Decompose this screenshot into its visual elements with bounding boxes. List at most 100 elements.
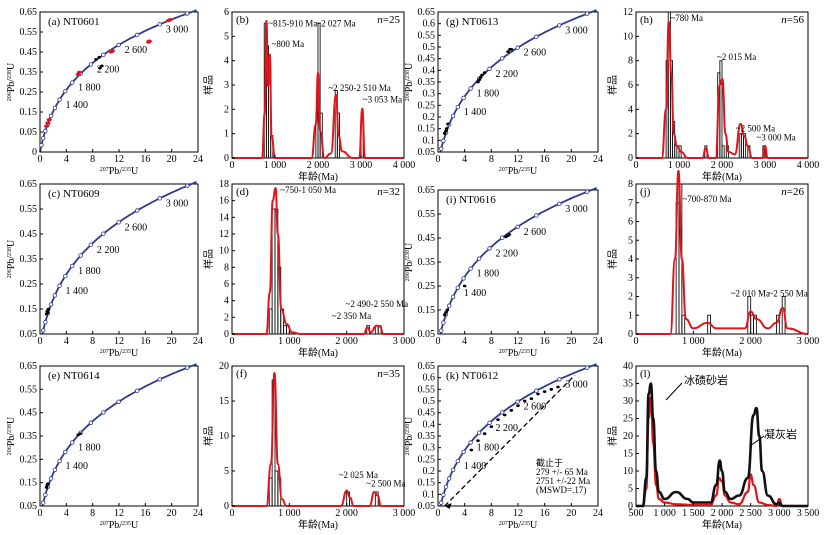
y-tick-label: 0.65 [418,361,436,372]
histogram-bar [681,314,686,335]
x-tick-label: 8 [489,508,494,519]
y-tick-label: 0.1 [423,489,436,500]
x-tick-label: 0 [230,160,235,171]
data-point-black [44,485,49,489]
concordia-age-marker [40,500,46,505]
y-tick-label: 0.65 [20,361,38,372]
concordia-age-marker [78,253,83,258]
histogram-bar [319,112,323,159]
y-tick-label: 0.6 [423,19,436,30]
age-label: 3 000 [565,379,588,390]
histogram-bar [719,60,723,159]
y-tick-label: 0.35 [418,77,436,88]
x-tick-label: 4 [462,154,467,165]
concordia-age-marker [468,440,473,445]
concordia-age-marker [439,146,444,151]
y-tick-label: 0.25 [418,454,436,465]
y-tick-label: 0.25 [418,100,436,111]
y-tick-label: 2 [628,292,633,303]
sample-count: n=56 [781,14,804,26]
concordia-age-marker [515,45,520,50]
panel-j: 0 1 000 2 000 3 000 0 1 2 3 4 5 6 7 8 (j) n=26 ~700-870… [606,169,820,359]
panel-d: 0 1 000 2 000 3 000 0 2 4 6 8 10 12 14 16 18 (d) n=32 ~7… [202,179,415,359]
concordia-age-marker [48,302,54,307]
data-point-black [469,448,474,452]
y-tick-label: 10 [623,31,633,42]
y-tick-label: 0 [224,153,229,164]
y-tick-label: 0.45 [418,54,436,65]
x-tick-label: 20 [566,336,576,347]
concordia-age-marker [116,399,121,404]
age-label: 1 800 [78,83,101,94]
concordia-age-marker [515,224,520,229]
y-tick-label: 0.65 [418,185,436,196]
concordia-age-marker [88,62,94,67]
concordia-age-marker [40,136,46,141]
x-tick-label: 1 000 [653,508,676,519]
y-axis-label: 206Pb/238U [404,416,415,455]
label-part: U [131,166,139,177]
data-point-black [45,311,50,315]
y-tick-label: 0.25 [418,281,436,292]
callout-line [749,435,765,447]
x-tick-label: 12 [513,336,523,347]
data-point-black [506,50,510,54]
x-tick-label: 20 [167,508,177,519]
label-part: =56 [787,14,805,26]
label-part: 207 [100,521,109,527]
y-tick-label: 0 [224,501,229,512]
x-tick-label: 2 000 [739,336,762,347]
data-point-black [549,387,554,391]
data-point-red [109,49,116,53]
age-label: 2 600 [125,222,148,233]
peak-label: ~2 250-2 510 Ma [328,83,391,93]
concordia-age-marker [69,263,75,269]
y-tick-label: 25 [623,414,633,425]
y-tick-label: 0.15 [20,304,38,315]
data-point-red [167,17,173,22]
concordia-age-marker [57,97,62,102]
x-tick-label: 16 [140,508,150,519]
age-label: 1 800 [477,443,500,454]
y-tick-label: 16 [219,196,229,207]
concordia-age-marker [157,22,162,27]
concordia-age-marker [52,467,58,473]
y-tick-label: 8 [628,179,633,190]
y-tick-label: 8 [628,56,633,67]
x-tick-label: 1 000 [278,508,301,519]
concordia-age-marker [534,34,539,39]
concordia-age-marker [157,196,162,201]
y-tick-label: 0 [628,153,633,164]
x-tick-label: 24 [193,154,203,165]
concordia-age-marker [487,66,492,71]
label-part: =32 [383,186,400,198]
concordia-age-marker [101,410,106,415]
x-tick-label: 3 000 [797,336,820,347]
y-tick-label: 0.6 [423,373,436,384]
label-part: 235 [521,167,530,173]
y-tick-label: 0.05 [20,329,38,340]
label-part: U [530,520,538,531]
data-point-black [442,131,447,135]
panel-h: 0 1 000 2 000 3 000 4 000 0 2 4 6 8 10 12 (h) n=56 ~78… [606,7,819,183]
panel-title: (b) [236,14,249,26]
x-tick-label: 1 000 [668,160,691,171]
peak-label: ~700-870 Ma [682,194,731,204]
data-point-black [46,307,51,311]
y-tick-label: 1 [628,310,633,321]
y-tick-label: 15 [623,449,633,460]
age-label: 1 800 [477,269,500,280]
y-tick-label: 20 [623,431,633,442]
age-label: 2 600 [125,45,148,56]
concordia-age-marker [52,293,58,298]
concordia-age-marker [446,303,452,308]
label-part: 235 [122,167,131,173]
x-tick-label: 4 [462,336,467,347]
x-axis-label: 年龄(Ma) [298,346,338,359]
y-tick-label: 0 [224,329,229,340]
concordia-age-marker [455,458,461,464]
concordia-age-marker [461,449,466,455]
concordia-age-marker [116,220,121,225]
concordia-age-marker [116,42,121,48]
y-tick-label: 0.1 [423,135,436,146]
